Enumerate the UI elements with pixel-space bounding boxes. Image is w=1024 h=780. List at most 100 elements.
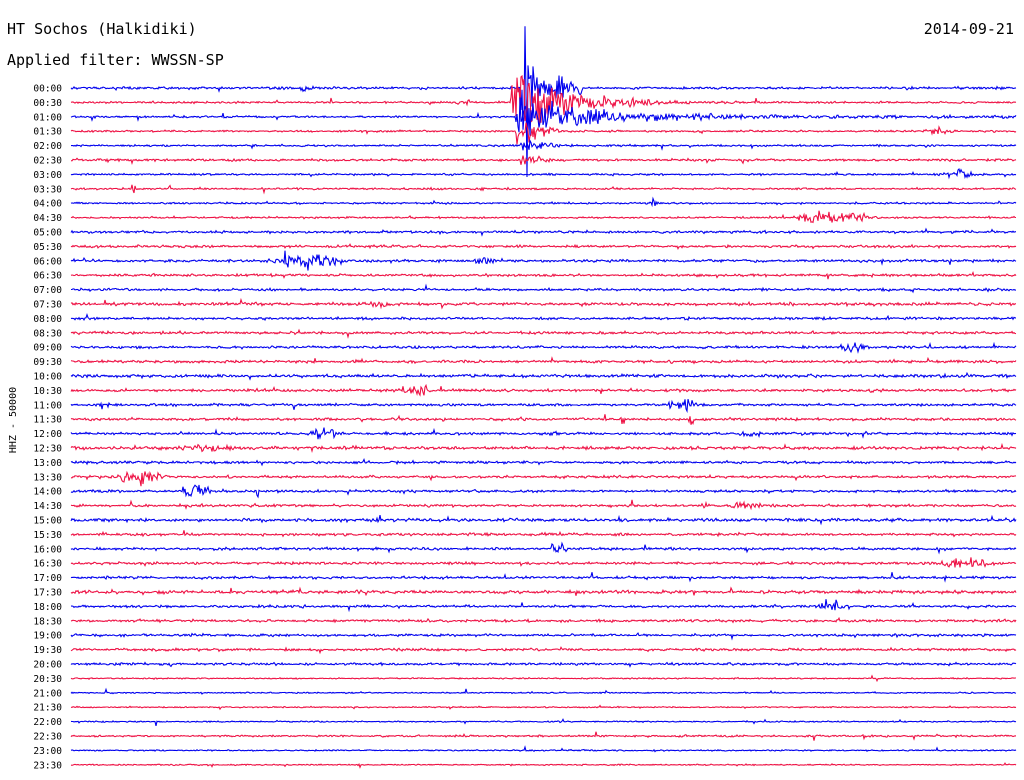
trace-2130 xyxy=(70,704,1017,711)
tick-label-2030: 20:30 xyxy=(33,674,62,685)
tick-label-0100: 01:00 xyxy=(33,112,62,123)
trace-0900 xyxy=(70,341,1017,354)
trace-2300 xyxy=(70,745,1017,753)
trace-0300 xyxy=(70,167,1017,180)
trace-2000 xyxy=(70,661,1017,668)
tick-label-0830: 08:30 xyxy=(33,328,62,339)
tick-label-1700: 17:00 xyxy=(33,573,62,584)
tick-label-1600: 16:00 xyxy=(33,544,62,555)
trace-0700 xyxy=(71,283,1016,294)
trace-1030 xyxy=(70,383,1017,397)
tick-label-2330: 23:30 xyxy=(33,760,62,771)
trace-1630 xyxy=(70,557,1017,568)
trace-0230 xyxy=(70,155,1017,166)
trace-0730 xyxy=(70,297,1016,310)
trace-1330 xyxy=(70,470,1017,487)
tick-label-1530: 15:30 xyxy=(33,530,62,541)
trace-2200 xyxy=(70,718,1017,727)
tick-label-1500: 15:00 xyxy=(33,516,62,527)
trace-1830 xyxy=(70,616,1017,624)
tick-label-0930: 09:30 xyxy=(33,357,62,368)
filter-label: Applied filter: WWSSN-SP xyxy=(7,51,224,69)
trace-0100 xyxy=(70,97,1017,136)
tick-label-1830: 18:30 xyxy=(33,616,62,627)
trace-1000 xyxy=(70,371,1017,381)
trace-0400 xyxy=(70,196,1017,208)
trace-0030 xyxy=(70,74,1017,126)
tick-label-1130: 11:30 xyxy=(33,415,62,426)
tick-label-1030: 10:30 xyxy=(33,386,62,397)
trace-1700 xyxy=(70,572,1017,583)
station-title: HT Sochos (Halkidiki) xyxy=(7,20,197,38)
trace-1400 xyxy=(70,484,1017,499)
tick-label-2000: 20:00 xyxy=(33,660,62,671)
tick-label-0730: 07:30 xyxy=(33,300,62,311)
tick-label-0400: 04:00 xyxy=(33,199,62,210)
tick-label-2230: 22:30 xyxy=(33,732,62,743)
trace-2230 xyxy=(70,731,1017,741)
trace-0930 xyxy=(70,356,1017,365)
tick-label-1630: 16:30 xyxy=(33,559,62,570)
tick-label-0130: 01:30 xyxy=(33,127,62,138)
tick-label-0200: 02:00 xyxy=(33,141,62,152)
trace-1930 xyxy=(70,646,1017,655)
tick-label-0430: 04:30 xyxy=(33,213,62,224)
trace-0630 xyxy=(70,270,1017,280)
tick-label-1430: 14:30 xyxy=(33,501,62,512)
trace-0600 xyxy=(70,250,1017,271)
tick-label-1300: 13:00 xyxy=(33,458,62,469)
trace-1300 xyxy=(70,458,1017,467)
tick-label-0030: 00:30 xyxy=(33,98,62,109)
record-date: 2014-09-21 xyxy=(923,20,1014,38)
trace-0130 xyxy=(70,122,1017,145)
trace-group xyxy=(70,26,1017,769)
tick-label-0330: 03:30 xyxy=(33,184,62,195)
trace-0800 xyxy=(70,312,1016,322)
trace-1100 xyxy=(70,399,1017,414)
tick-label-2200: 22:00 xyxy=(33,717,62,728)
tick-label-1730: 17:30 xyxy=(33,588,62,599)
trace-1500 xyxy=(70,514,1017,526)
tick-label-1800: 18:00 xyxy=(33,602,62,613)
trace-1730 xyxy=(70,586,1017,597)
tick-label-0630: 06:30 xyxy=(33,271,62,282)
tick-label-1200: 12:00 xyxy=(33,429,62,440)
tick-label-0800: 08:00 xyxy=(33,314,62,325)
tick-label-2100: 21:00 xyxy=(33,688,62,699)
trace-0200 xyxy=(71,138,1017,151)
trace-1900 xyxy=(70,632,1017,641)
tick-label-1100: 11:00 xyxy=(33,400,62,411)
trace-0000 xyxy=(70,26,1017,178)
tick-label-2300: 23:00 xyxy=(33,746,62,757)
tick-label-1330: 13:30 xyxy=(33,472,62,483)
trace-0330 xyxy=(70,184,1017,195)
trace-1200 xyxy=(70,427,1017,440)
y-axis-label: HHZ - 50000 xyxy=(8,387,19,453)
tick-label-0530: 05:30 xyxy=(33,242,62,253)
trace-1130 xyxy=(70,414,1017,426)
tick-label-0700: 07:00 xyxy=(33,285,62,296)
tick-label-0230: 02:30 xyxy=(33,156,62,167)
tick-label-0500: 05:00 xyxy=(33,228,62,239)
tick-label-1400: 14:00 xyxy=(33,487,62,498)
tick-label-2130: 21:30 xyxy=(33,703,62,714)
trace-2100 xyxy=(70,687,1017,695)
trace-0430 xyxy=(70,210,1016,224)
tick-label-0000: 00:00 xyxy=(33,84,62,95)
trace-1800 xyxy=(70,599,1017,613)
trace-2330 xyxy=(70,762,1017,769)
tick-label-0900: 09:00 xyxy=(33,343,62,354)
tick-label-1930: 19:30 xyxy=(33,645,62,656)
tick-label-0600: 06:00 xyxy=(33,256,62,267)
trace-1430 xyxy=(70,499,1017,511)
tick-label-1230: 12:30 xyxy=(33,444,62,455)
trace-0830 xyxy=(70,328,1017,339)
trace-0530 xyxy=(70,243,1017,251)
tick-label-0300: 03:00 xyxy=(33,170,62,181)
trace-1600 xyxy=(70,541,1017,555)
trace-1230 xyxy=(70,442,1017,454)
trace-0500 xyxy=(70,227,1017,237)
tick-label-1000: 10:00 xyxy=(33,372,62,383)
tick-label-1900: 19:00 xyxy=(33,631,62,642)
